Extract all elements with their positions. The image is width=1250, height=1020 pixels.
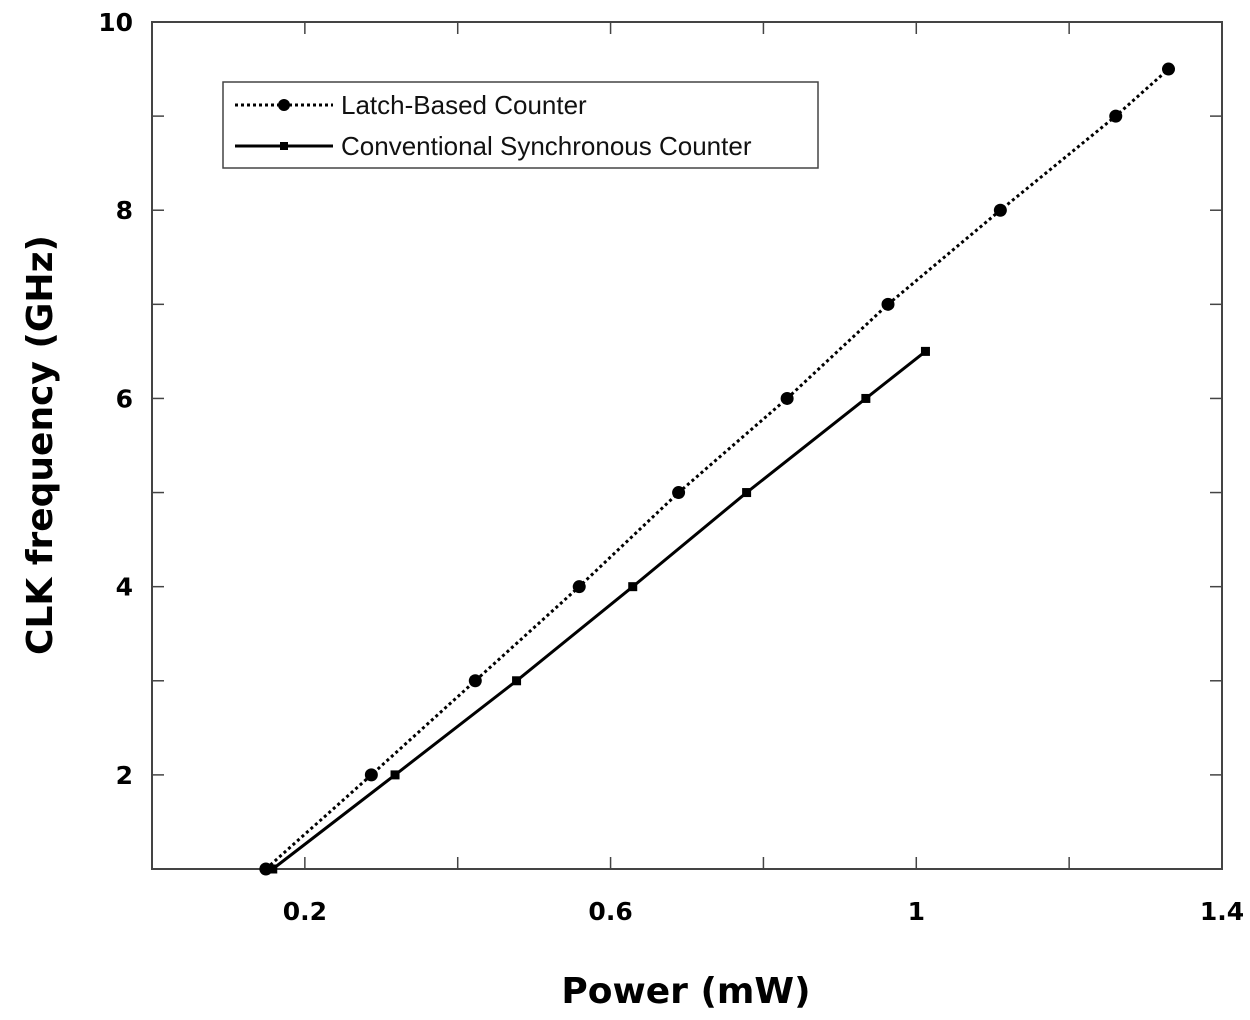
y-tick-label: 4 — [116, 573, 133, 602]
x-tick-label: 1.4 — [1200, 897, 1244, 926]
data-point-latch — [572, 580, 586, 594]
series-line-conventional — [271, 350, 927, 871]
y-tick-label: 8 — [116, 196, 133, 225]
y-tick-label: 2 — [116, 761, 133, 790]
data-point-latch — [993, 203, 1007, 217]
data-point-conventional — [920, 346, 930, 356]
data-point-latch — [364, 768, 378, 782]
x-tick-label: 0.2 — [283, 897, 327, 926]
data-point-conventional — [268, 864, 278, 874]
data-point-latch — [881, 297, 895, 311]
legend: Latch-Based Counter Conventional Synchro… — [222, 81, 819, 169]
data-point-conventional — [512, 676, 522, 686]
x-tick-label: 0.6 — [588, 897, 632, 926]
data-point-latch — [468, 674, 482, 688]
legend-marker-conventional — [280, 142, 288, 150]
data-point-latch — [1109, 109, 1123, 123]
data-point-conventional — [390, 770, 400, 780]
legend-box — [222, 81, 819, 169]
y-tick-label: 6 — [116, 384, 133, 413]
data-point-latch — [780, 391, 794, 405]
y-tick-label: 10 — [98, 8, 133, 37]
x-tick-label: 1 — [908, 897, 925, 926]
series-line-latch — [264, 67, 1170, 871]
plot-frame — [151, 21, 1223, 870]
legend-marker-latch — [278, 99, 290, 111]
x-axis-title: Power (mW) — [561, 971, 810, 1012]
legend-label-latch: Latch-Based Counter — [341, 90, 587, 120]
data-point-latch — [1162, 62, 1175, 76]
data-point-conventional — [628, 582, 638, 592]
data-point-conventional — [742, 488, 752, 498]
legend-label-conventional: Conventional Synchronous Counter — [341, 131, 752, 161]
data-point-latch — [672, 486, 686, 500]
y-axis-title: CLK frequency (GHz) — [20, 235, 61, 655]
data-point-conventional — [861, 393, 871, 403]
